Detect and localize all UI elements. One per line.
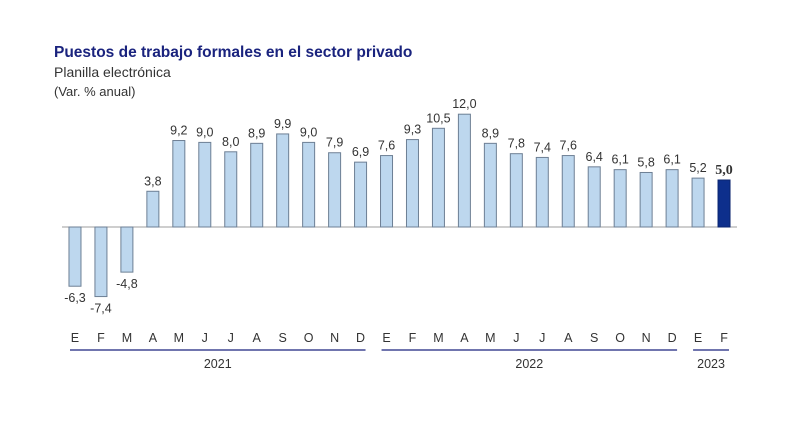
bar-value-label: 7,4 <box>534 140 551 154</box>
bar-value-label: 6,4 <box>586 150 603 164</box>
bar <box>172 140 186 228</box>
bar-value-label: 5,8 <box>637 155 654 169</box>
month-tick-label: J <box>202 331 208 345</box>
month-tick-label: M <box>122 331 132 345</box>
month-tick-label: A <box>149 331 158 345</box>
month-tick-label: N <box>330 331 339 345</box>
bar-value-label: 9,0 <box>300 125 317 139</box>
bar <box>639 171 653 228</box>
month-tick-label: A <box>564 331 573 345</box>
bar <box>717 179 731 228</box>
month-tick-label: F <box>720 331 728 345</box>
bar-value-label: 6,9 <box>352 145 369 159</box>
bar <box>120 226 134 273</box>
month-tick-label: J <box>539 331 545 345</box>
bar-value-label: 6,1 <box>663 153 680 167</box>
month-tick-label: M <box>433 331 443 345</box>
bar-value-label: 7,6 <box>560 139 577 153</box>
bar-value-label: 8,9 <box>482 126 499 140</box>
bar <box>561 155 575 228</box>
month-tick-label: D <box>356 331 365 345</box>
bar <box>535 156 549 228</box>
year-label: 2023 <box>697 357 725 371</box>
month-tick-label: M <box>174 331 184 345</box>
bar-value-label: 7,9 <box>326 136 343 150</box>
bar <box>302 141 316 228</box>
bar <box>380 155 394 228</box>
month-tick-label: D <box>668 331 677 345</box>
bar <box>250 142 264 228</box>
bar <box>405 139 419 228</box>
bar <box>483 142 497 228</box>
month-tick-label: F <box>97 331 105 345</box>
bar <box>431 127 445 228</box>
bar <box>198 141 212 228</box>
month-tick-label: F <box>409 331 417 345</box>
bar-value-label: 8,9 <box>248 126 265 140</box>
bar-value-label: 5,0 <box>715 163 733 178</box>
bar <box>276 133 290 228</box>
month-tick-label: O <box>615 331 625 345</box>
month-tick-label: E <box>382 331 390 345</box>
bar-value-label: 7,8 <box>508 137 525 151</box>
bar-value-label: 12,0 <box>452 97 476 111</box>
bar <box>457 113 471 228</box>
bar-value-label: 9,3 <box>404 123 421 137</box>
bar-value-label: 8,0 <box>222 135 239 149</box>
bar-value-label: 6,1 <box>611 153 628 167</box>
bar <box>665 169 679 228</box>
bar-value-label: 5,2 <box>689 161 706 175</box>
month-tick-label: J <box>228 331 234 345</box>
bar <box>354 161 368 228</box>
bar-value-label: -6,3 <box>64 291 86 305</box>
month-tick-label: A <box>253 331 262 345</box>
bar-value-label: -7,4 <box>90 302 112 316</box>
bar <box>509 153 523 228</box>
bar <box>691 177 705 228</box>
bar <box>224 151 238 228</box>
month-tick-label: E <box>694 331 702 345</box>
bar <box>613 169 627 228</box>
bar-value-label: 9,2 <box>170 124 187 138</box>
month-tick-label: S <box>278 331 286 345</box>
month-tick-label: S <box>590 331 598 345</box>
bar <box>587 166 601 228</box>
year-label: 2021 <box>204 357 232 371</box>
bar-value-label: 9,0 <box>196 125 213 139</box>
chart-unit-label: (Var. % anual) <box>54 84 136 99</box>
bar <box>328 152 342 228</box>
year-label: 2022 <box>515 357 543 371</box>
month-tick-label: E <box>71 331 79 345</box>
month-tick-label: A <box>460 331 469 345</box>
month-tick-label: J <box>513 331 519 345</box>
month-tick-label: N <box>642 331 651 345</box>
bar-value-label: 7,6 <box>378 139 395 153</box>
month-tick-label: O <box>304 331 314 345</box>
chart-subtitle: Planilla electrónica <box>54 64 171 80</box>
bar-value-label: -4,8 <box>116 277 138 291</box>
chart-title: Puestos de trabajo formales en el sector… <box>54 44 413 61</box>
bar-value-label: 9,9 <box>274 117 291 131</box>
bar <box>94 226 108 298</box>
bar <box>146 190 160 228</box>
bar-value-label: 10,5 <box>426 111 450 125</box>
bar <box>68 226 82 287</box>
month-tick-label: M <box>485 331 495 345</box>
bar-value-label: 3,8 <box>144 174 161 188</box>
